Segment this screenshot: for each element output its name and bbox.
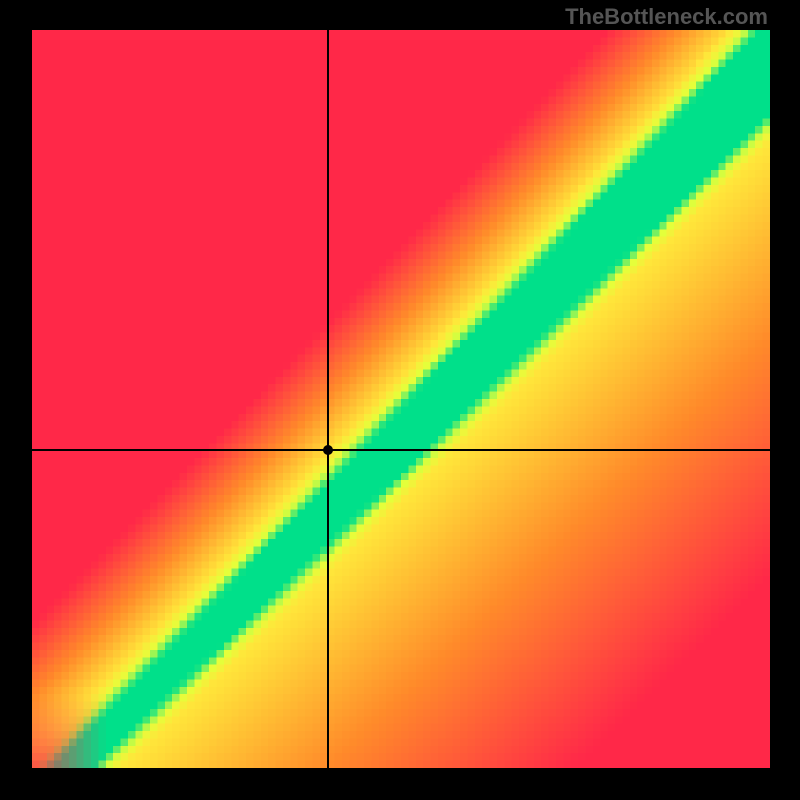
frame-bottom: [0, 768, 800, 800]
heatmap-plot: [32, 30, 770, 768]
crosshair-horizontal: [32, 449, 770, 451]
crosshair-vertical: [327, 30, 329, 768]
frame-right: [770, 0, 800, 800]
frame-left: [0, 0, 32, 800]
watermark-text: TheBottleneck.com: [565, 4, 768, 30]
crosshair-marker: [323, 445, 333, 455]
